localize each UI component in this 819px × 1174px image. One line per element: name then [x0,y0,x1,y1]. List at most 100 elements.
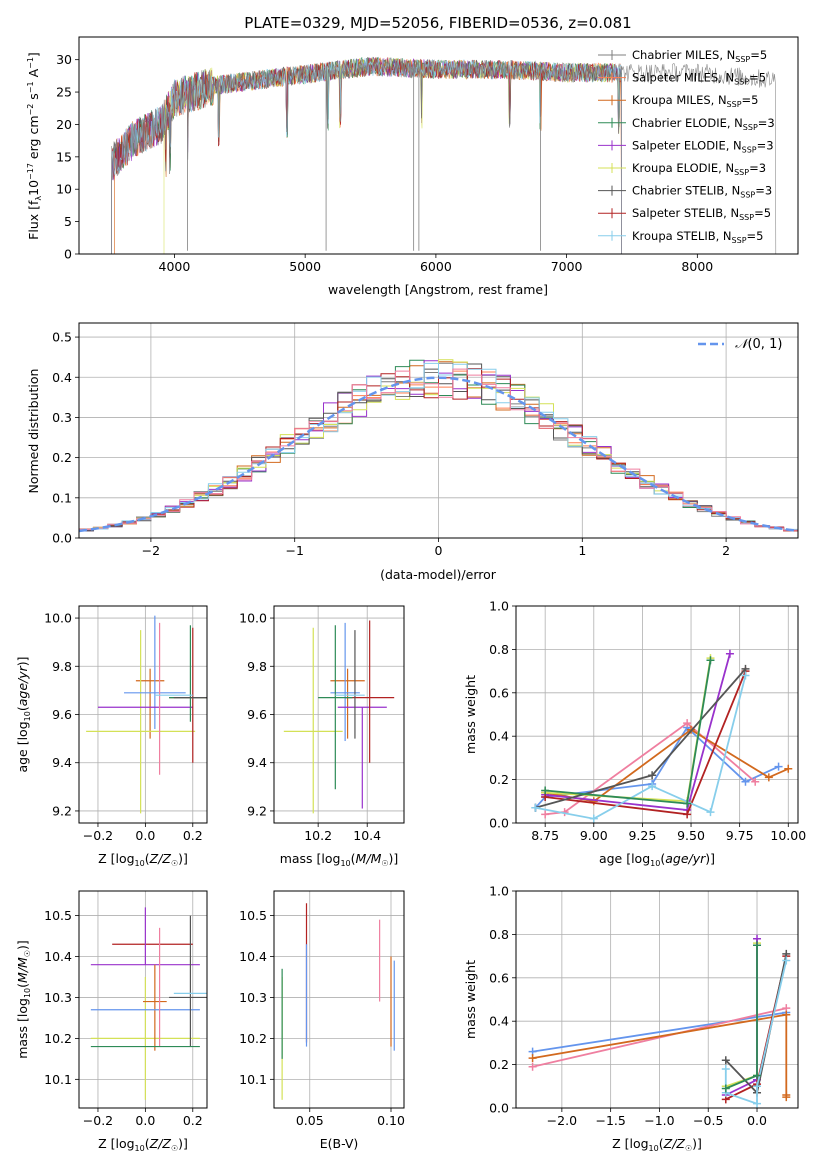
legend-entry: Chabrier ELODIE, NSSP=3 [632,116,775,132]
y-tick-label: 0.8 [489,642,509,657]
y-tick-label: 0.2 [489,772,509,787]
data-point-marker [531,803,540,812]
series-line [724,960,788,1105]
axes-frame [78,36,799,255]
y-tick-label: 20 [56,117,72,132]
y-tick-label: 10.1 [44,1072,72,1087]
x-tick-label: −2.0 [547,1113,577,1128]
axes-frame [78,322,799,539]
errorbar-series [283,620,395,814]
x-tick-label: −2 [142,543,160,558]
data-point-marker [741,671,750,680]
y-tick-label: 9.8 [247,659,267,674]
y-tick-label: 0.8 [489,927,509,942]
x-axis-label: (data-model)/error [380,567,497,582]
x-axis-label: age [log10(age/yr)] [599,851,715,868]
y-tick-label: 10.5 [44,908,72,923]
y-axis-label: age [log10(age/yr)] [15,656,32,772]
x-tick-label: 0.2 [183,828,203,843]
data-point-marker [721,1056,730,1065]
data-point-marker [782,1093,791,1102]
data-point-marker [683,719,692,728]
histogram-step [79,368,798,533]
x-tick-label: 8000 [681,259,713,274]
x-tick-label: −0.2 [83,1113,113,1128]
data-point-marker [589,797,598,806]
data-point-marker [648,782,657,791]
y-tick-label: 0.2 [489,1057,509,1072]
y-tick-label: 10.5 [239,908,267,923]
series-line [545,722,756,816]
legend-entry: Salpeter ELODIE, NSSP=3 [632,138,774,154]
data-point-marker [751,777,760,786]
y-tick-label: 9.2 [52,803,72,818]
y-tick-label: 0.5 [52,330,72,345]
data-point-marker [589,814,598,823]
line-series [531,649,793,823]
x-axis-label: Z [log10(Z/Z☉)] [612,1136,702,1153]
x-axis-label: wavelength [Angstrom, rest frame] [328,282,548,297]
data-point-marker [753,1071,762,1080]
y-tick-label: 10.2 [44,1031,72,1046]
x-axis-label: mass [log10(M/M☉)] [280,851,399,868]
legend-entry: Kroupa ELODIE, NSSP=3 [632,161,766,177]
mass-vs-metallicity-panel: −0.2 0.0 0.2 10.1 10.2 10.3 10.4 10.5 Z [log10(Z… [15,890,208,1153]
x-tick-label: 10.4 [353,828,381,843]
legend-entry: Kroupa STELIB, NSSP=5 [632,229,763,245]
y-tick-label: 0.6 [489,970,509,985]
y-tick-label: 1.0 [489,599,509,614]
x-tick-label: 5000 [289,259,321,274]
errorbar-series [90,907,207,1100]
data-point-marker [721,1064,730,1073]
y-tick-label: 0.0 [52,531,72,546]
y-tick-label: 10 [56,182,72,197]
x-tick-label: −1.5 [595,1113,625,1128]
errorbar-series [281,903,395,1100]
spectrum-legend: Chabrier MILES, NSSP=5 Salpeter MILES, NS… [598,48,775,245]
y-axis-label: mass weight [463,960,478,1039]
x-tick-label: 4000 [159,259,191,274]
data-point-marker [741,777,750,786]
legend-entry: Salpeter MILES, NSSP=5 [632,71,766,87]
x-tick-label: 9.75 [726,828,754,843]
y-tick-label: 10.0 [44,611,72,626]
axes-frame [273,890,405,1109]
y-tick-label: 0.4 [489,1014,509,1029]
series-line [534,726,779,809]
x-tick-label: 9.25 [628,828,656,843]
legend-entry: Kroupa MILES, NSSP=5 [632,93,758,109]
y-axis-label: mass weight [463,675,478,754]
axes-frame [78,890,208,1109]
y-tick-label: 10.4 [239,949,267,964]
x-tick-label: 9.50 [677,828,705,843]
axes-frame [273,605,405,824]
data-point-marker [706,656,715,665]
y-tick-label: 0.6 [489,685,509,700]
x-tick-label: 0 [435,543,443,558]
spectrum-panel: 4000 5000 6000 7000 8000 0 5 10 15 20 25 30 Chabrier… [26,14,799,297]
x-tick-label: −1 [285,543,303,558]
histogram-step [79,362,798,533]
x-tick-label: −1.0 [644,1113,674,1128]
axes-frame [78,605,208,824]
data-point-marker [683,799,692,808]
y-tick-label: 1.0 [489,884,509,899]
residuals-histogram-panel: −2 −1 0 1 2 0.0 0.1 0.2 0.3 0.4 0.5 𝒩(0, 1) (data-mo… [26,322,799,582]
data-point-marker [782,1010,791,1019]
y-tick-label: 9.4 [52,755,72,770]
data-point-marker [683,810,692,819]
x-tick-label: 0.0 [135,1113,155,1128]
y-tick-label: 10.1 [239,1072,267,1087]
line-series [528,934,791,1108]
y-axis-label: Normed distribution [26,369,41,494]
x-tick-label: 0.0 [135,828,155,843]
data-point-marker [528,1062,537,1071]
data-point-marker [541,786,550,795]
series-line [532,1007,787,1068]
x-tick-label: 0.10 [377,1113,405,1128]
x-tick-label: 10.00 [770,828,806,843]
axes-frame [515,890,799,1109]
x-tick-label: 7000 [551,259,583,274]
age-vs-metallicity-panel: −0.2 0.0 0.2 9.2 9.4 9.6 9.8 10.0 Z [log10(Z/Z☉)… [15,605,208,868]
